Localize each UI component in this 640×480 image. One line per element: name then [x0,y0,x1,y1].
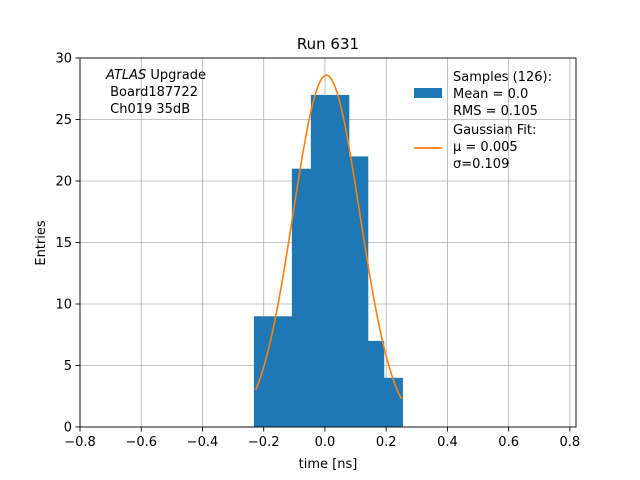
atlas-annotation: ATLAS Upgrade Board187722 Ch019 35dB [105,68,206,117]
x-tick-label: −0.6 [125,435,157,450]
histogram-bar [272,316,293,427]
histogram-bar [329,94,350,428]
y-axis-label: Entries [34,220,49,266]
y-tick-label: 15 [55,236,72,251]
legend-samples-text: Samples (126): [453,70,552,85]
annotation-atlas-text: ATLAS [105,68,146,83]
legend-samples-swatch [414,88,442,98]
y-tick-label: 30 [55,52,72,67]
chart-title: Run 631 [297,35,359,53]
x-tick-label: −0.2 [248,435,280,450]
y-tick-label: 5 [64,359,72,374]
x-tick-label: 0.4 [437,435,458,450]
histogram-bars [253,94,403,428]
legend-samples-text: RMS = 0.105 [453,104,538,119]
histogram-bar [253,316,274,427]
gaussian-fit [255,74,403,400]
histogram-bar [310,94,331,428]
annotation-upgrade-text: Upgrade [146,68,206,83]
x-tick-label: 0.0 [315,435,336,450]
histogram-bar [348,156,369,427]
y-tick-label: 25 [55,113,72,128]
histogram-bar [291,168,312,427]
x-axis-label: time [ns] [299,457,358,472]
legend-fit-text: Gaussian Fit: [453,123,536,138]
legend-samples-text: Mean = 0.0 [453,87,528,102]
legend-fit-text: σ=0.109 [453,157,509,172]
x-tick-label: −0.4 [187,435,219,450]
axes: −0.8 −0.6 −0.4 −0.2 0.0 0.2 0.4 0.6 0.8 0 5 10 15 20 2… [55,52,580,451]
y-tick-label: 0 [64,421,72,436]
x-tick-label: −0.8 [64,435,96,450]
legend-fit-text: μ = 0.005 [453,140,518,155]
x-tick-label: 0.8 [560,435,581,450]
y-tick-label: 20 [55,175,72,190]
legend: Samples (126): Mean = 0.0 RMS = 0.105 Gau… [414,70,552,172]
annotation-line-3: Ch019 35dB [106,102,190,117]
y-tick-label: 10 [55,298,72,313]
histogram-bar [367,340,385,427]
annotation-line-2: Board187722 [106,85,198,100]
histogram-bar [383,377,403,427]
x-tick-label: 0.6 [498,435,519,450]
annotation-line-1: ATLAS Upgrade [105,68,206,83]
x-tick-label: 0.2 [376,435,397,450]
gaussian-fit-line [255,74,403,400]
